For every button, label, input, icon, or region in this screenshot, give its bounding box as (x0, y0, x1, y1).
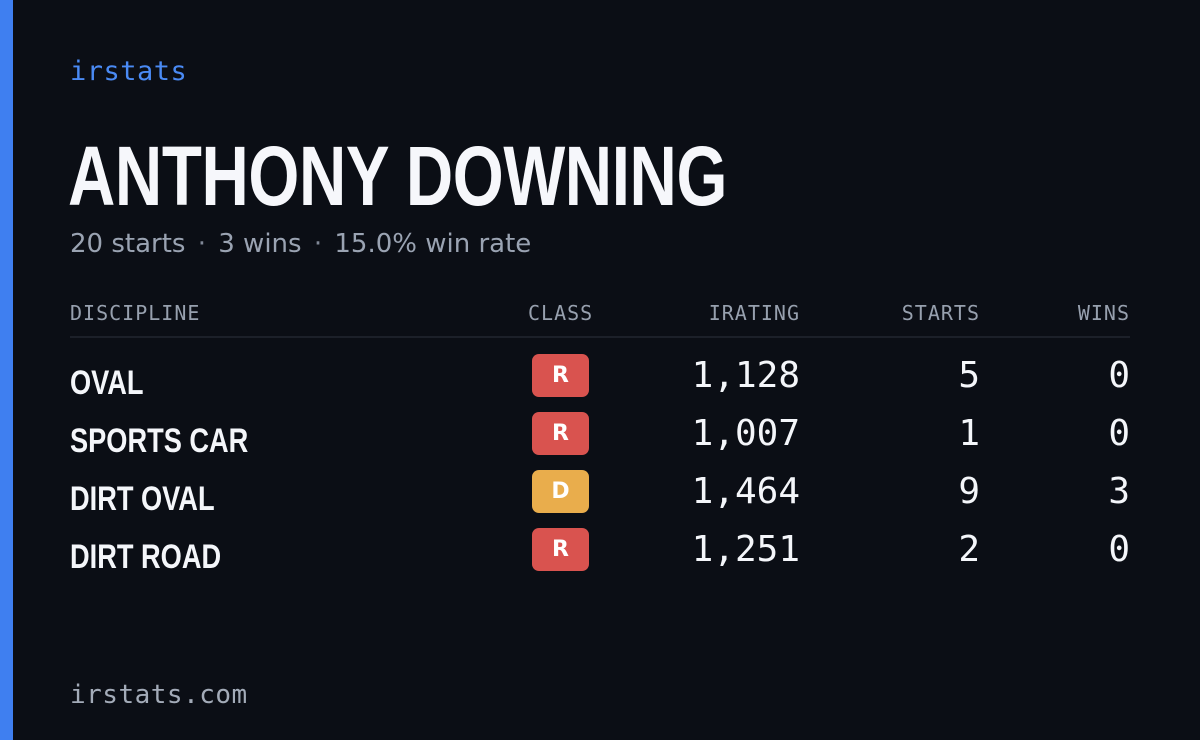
license-class-badge: R (532, 412, 589, 455)
discipline-name: OVAL (70, 364, 144, 402)
table-body: OVAL R 1,128 5 0 SPORTS CAR R 1,007 1 0 … (70, 354, 1130, 586)
starts-value: 1 (958, 413, 980, 454)
irating-value: 1,007 (691, 413, 800, 454)
wins-value: 0 (1108, 413, 1130, 454)
irating-value: 1,128 (691, 355, 800, 396)
column-header-wins: WINS (1077, 301, 1130, 325)
summary-separator: · (197, 229, 206, 259)
wins-value: 3 (1108, 471, 1130, 512)
starts-value: 2 (958, 529, 980, 570)
table-row: OVAL R 1,128 5 0 (70, 354, 1130, 412)
table-row: DIRT ROAD R 1,251 2 0 (70, 528, 1130, 586)
player-summary: 20 starts · 3 wins · 15.0% win rate (70, 229, 531, 259)
column-header-starts: STARTS (901, 301, 980, 325)
stats-table: DISCIPLINE CLASS IRATING STARTS WINS OVA… (70, 298, 1130, 586)
license-class-badge: R (532, 528, 589, 571)
starts-value: 9 (958, 471, 980, 512)
license-class-badge: R (532, 354, 589, 397)
table-header: DISCIPLINE CLASS IRATING STARTS WINS (70, 298, 1130, 338)
table-row: DIRT OVAL D 1,464 9 3 (70, 470, 1130, 528)
column-header-discipline: DISCIPLINE (70, 301, 201, 325)
irating-value: 1,464 (691, 471, 800, 512)
discipline-name: DIRT OVAL (70, 480, 215, 518)
summary-win-rate: 15.0% win rate (334, 229, 532, 259)
column-header-irating: IRATING (708, 301, 800, 325)
page-title: ANTHONY DOWNING (68, 129, 728, 223)
starts-value: 5 (958, 355, 980, 396)
brand-logo: irstats (70, 56, 188, 87)
footer-site-link[interactable]: irstats.com (70, 680, 248, 710)
summary-wins: 3 wins (218, 229, 302, 259)
discipline-name: SPORTS CAR (70, 422, 249, 460)
discipline-name: DIRT ROAD (70, 538, 222, 576)
column-header-class: CLASS (528, 301, 594, 325)
license-class-badge: D (532, 470, 589, 513)
wins-value: 0 (1108, 529, 1130, 570)
irating-value: 1,251 (691, 529, 800, 570)
summary-separator: · (313, 229, 323, 259)
wins-value: 0 (1108, 355, 1130, 396)
table-row: SPORTS CAR R 1,007 1 0 (70, 412, 1130, 470)
accent-bar (0, 0, 13, 740)
summary-starts: 20 starts (70, 229, 186, 259)
